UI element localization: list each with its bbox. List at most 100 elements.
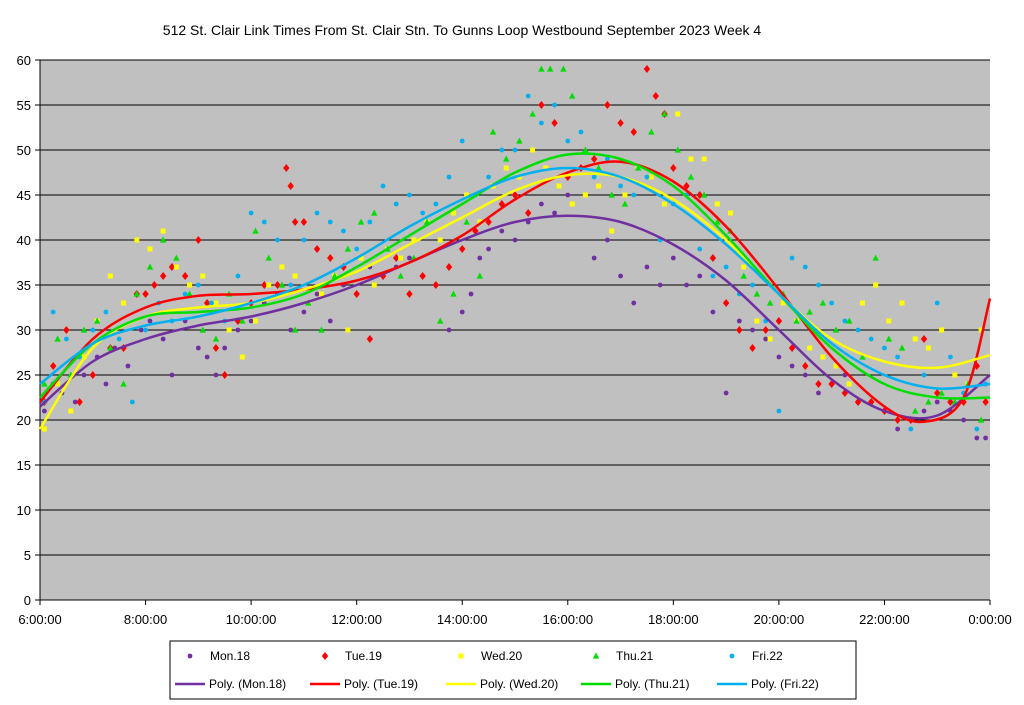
data-point-mon-18 (736, 318, 742, 324)
data-point-thu-21 (568, 92, 576, 99)
data-point-mon-18 (72, 399, 78, 405)
x-tick-label: 8:00:00 (124, 612, 167, 627)
data-point-fri-22 (446, 174, 452, 180)
y-tick-label: 25 (17, 368, 31, 383)
data-point-fri-22 (948, 354, 953, 360)
data-point-thu-21 (674, 146, 681, 153)
data-point-fri-22 (908, 426, 914, 432)
data-point-wed-20 (899, 300, 905, 306)
data-point-mon-18 (776, 354, 782, 360)
y-tick-label: 40 (17, 233, 31, 248)
data-point-tue-19 (283, 164, 290, 172)
data-point-fri-22 (644, 174, 650, 180)
data-point-mon-18 (103, 381, 109, 387)
data-point-fri-22 (143, 327, 148, 333)
data-point-tue-19 (432, 281, 440, 289)
data-point-tue-19 (749, 344, 756, 352)
data-point-wed-20 (411, 237, 417, 243)
data-point-wed-20 (503, 165, 509, 171)
data-point-wed-20 (477, 219, 483, 225)
data-point-mon-18 (407, 255, 412, 261)
data-point-tue-19 (590, 155, 598, 163)
data-point-wed-20 (859, 300, 865, 306)
data-point-wed-20 (160, 228, 166, 234)
data-point-fri-22 (459, 138, 465, 144)
data-point-fri-22 (789, 255, 795, 261)
data-point-thu-21 (278, 281, 286, 288)
trendline-poly-fri-22 (39, 166, 991, 391)
data-point-thu-21 (54, 335, 61, 342)
data-point-tue-19 (353, 290, 360, 298)
data-point-mon-18 (147, 318, 153, 324)
data-point-fri-22 (776, 408, 782, 414)
data-point-wed-20 (596, 183, 602, 189)
data-point-thu-21 (621, 200, 629, 207)
data-point-fri-22 (129, 399, 135, 405)
data-point-tue-19 (643, 65, 651, 73)
data-point-thu-21 (159, 236, 167, 243)
legend-label-mon-18: Mon.18 (210, 649, 250, 663)
data-point-thu-21 (371, 209, 378, 216)
data-point-fri-22 (301, 237, 307, 243)
data-point-thu-21 (872, 254, 879, 261)
data-point-thu-21 (938, 389, 945, 396)
data-point-thu-21 (397, 272, 404, 279)
data-point-mon-18 (314, 291, 320, 297)
data-marks (38, 65, 992, 441)
data-point-tue-19 (736, 326, 743, 334)
y-tick-label: 45 (17, 188, 31, 203)
data-point-wed-20 (952, 372, 958, 378)
data-point-wed-20 (767, 336, 773, 342)
x-tick-label: 10:00:00 (226, 612, 277, 627)
y-tick-label: 10 (17, 503, 31, 518)
data-point-wed-20 (253, 318, 259, 324)
data-point-wed-20 (345, 327, 351, 333)
data-point-tue-19 (802, 362, 809, 370)
legend-label-poly-mon-18: Poly. (Mon.18) (209, 677, 286, 691)
data-point-mon-18 (921, 408, 927, 414)
data-point-thu-21 (450, 290, 457, 297)
data-point-thu-21 (489, 128, 497, 135)
data-point-fri-22 (90, 327, 96, 333)
data-point-thu-21 (93, 317, 101, 324)
legend-label-poly-wed-20: Poly. (Wed.20) (480, 677, 558, 691)
data-point-thu-21 (80, 326, 88, 333)
data-point-fri-22 (816, 282, 821, 288)
data-point-thu-21 (538, 65, 545, 72)
data-point-tue-19 (445, 263, 453, 271)
data-point-fri-22 (618, 183, 623, 189)
y-tick-label: 35 (17, 278, 31, 293)
data-point-fri-22 (974, 426, 980, 432)
data-point-thu-21 (978, 416, 985, 423)
data-point-fri-22 (802, 264, 808, 270)
data-point-mon-18 (684, 282, 689, 288)
legend: Mon.18 Tue.19 Wed.20 Thu.21 Fri.22 Poly. (Mon… (169, 640, 857, 700)
data-point-fri-22 (604, 156, 610, 162)
data-point-thu-21 (212, 335, 220, 342)
data-point-fri-22 (565, 138, 571, 144)
data-point-thu-21 (925, 398, 932, 405)
data-point-mon-18 (459, 309, 465, 315)
data-point-fri-22 (842, 318, 848, 324)
legend-label-poly-fri-22: Poly. (Fri.22) (751, 677, 819, 691)
data-point-tue-19 (327, 254, 334, 262)
legend-marker-wed-20 (458, 653, 464, 659)
data-point-thu-21 (546, 65, 554, 72)
data-point-thu-21 (516, 137, 523, 144)
data-point-wed-20 (622, 192, 628, 198)
data-point-tue-19 (551, 119, 558, 127)
x-tick-label: 18:00:00 (648, 612, 699, 627)
data-point-thu-21 (503, 155, 510, 162)
data-point-mon-18 (802, 372, 808, 378)
data-point-fri-22 (934, 300, 940, 306)
data-point-tue-19 (538, 101, 545, 109)
data-point-thu-21 (133, 290, 140, 297)
data-point-mon-18 (512, 237, 518, 243)
data-point-tue-19 (762, 326, 769, 334)
data-point-mon-18 (525, 219, 531, 225)
data-point-tue-19 (775, 317, 783, 325)
data-point-thu-21 (318, 326, 325, 333)
data-point-thu-21 (634, 164, 642, 171)
chart-title: 512 St. Clair Link Times From St. Clair … (163, 22, 762, 38)
data-point-wed-20 (873, 282, 879, 288)
